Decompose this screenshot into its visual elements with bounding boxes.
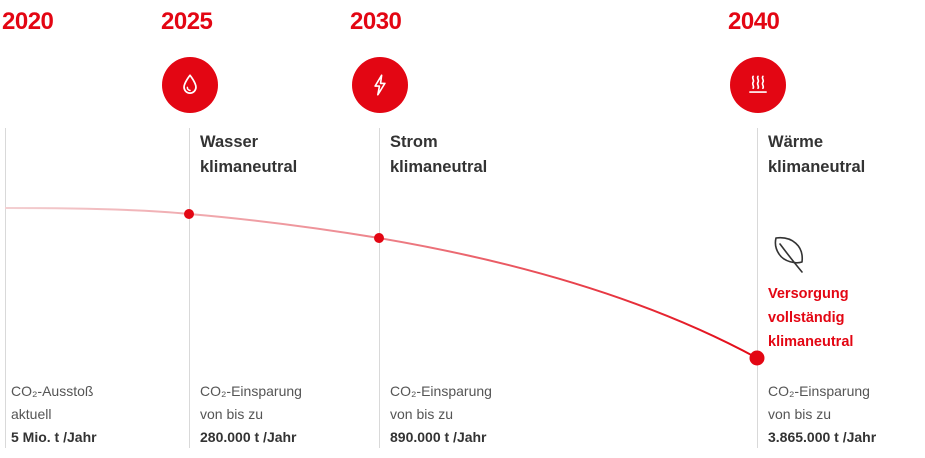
- milestone-power: Strom klimaneutral: [390, 130, 487, 180]
- water-badge: [162, 57, 218, 113]
- curve-point-2030: [374, 233, 384, 243]
- stat-2020-sublabel: aktuell: [11, 406, 52, 422]
- milestone-water-title: Wasser: [200, 133, 259, 151]
- highlight-line-1: Versorgung: [768, 286, 849, 302]
- highlight-line-3: klimaneutral: [768, 334, 854, 350]
- stat-2040: CO₂-Einsparung von bis zu 3.865.000 t /J…: [768, 380, 876, 449]
- stat-2020: CO₂-Ausstoß aktuell 5 Mio. t /Jahr: [11, 380, 97, 449]
- stat-2040-value: 3.865.000 t /Jahr: [768, 429, 877, 445]
- milestone-water: Wasser klimaneutral: [200, 130, 297, 180]
- milestone-heat-title: Wärme: [768, 133, 824, 151]
- stat-2040-sublabel: von bis zu: [768, 406, 832, 422]
- stat-2025: CO₂-Einsparung von bis zu 280.000 t /Jah…: [200, 380, 302, 449]
- curve-point-2025: [184, 209, 194, 219]
- year-2020: 2020: [2, 8, 54, 35]
- milestone-heat-subtitle: klimaneutral: [768, 158, 866, 176]
- divider-2025: [189, 128, 190, 448]
- lightning-icon: [374, 74, 386, 96]
- milestone-power-subtitle: klimaneutral: [390, 158, 488, 176]
- stat-2025-label: CO₂-Einsparung: [200, 383, 302, 399]
- water-drop-icon: [183, 74, 197, 94]
- year-2040: 2040: [728, 8, 780, 35]
- divider-2020: [5, 128, 6, 448]
- stat-2040-label: CO₂-Einsparung: [768, 383, 870, 399]
- stat-2030-label: CO₂-Einsparung: [390, 383, 492, 399]
- stat-2030-sublabel: von bis zu: [390, 406, 454, 422]
- year-2030: 2030: [350, 8, 402, 35]
- heat-badge: [730, 57, 786, 113]
- highlight-text: Versorgung vollständig klimaneutral: [768, 282, 853, 354]
- milestone-power-title: Strom: [390, 133, 438, 151]
- divider-2030: [379, 128, 380, 448]
- divider-2040: [757, 128, 758, 448]
- curve-line: [4, 207, 758, 359]
- curve-point-2040: [749, 350, 765, 366]
- heat-icon: [749, 75, 767, 93]
- highlight-line-2: vollständig: [768, 310, 845, 326]
- milestone-heat: Wärme klimaneutral: [768, 130, 865, 180]
- stat-2030-value: 890.000 t /Jahr: [390, 429, 487, 445]
- year-2025: 2025: [161, 8, 213, 35]
- stat-2020-label: CO₂-Ausstoß: [11, 383, 94, 399]
- power-badge: [352, 57, 408, 113]
- stat-2030: CO₂-Einsparung von bis zu 890.000 t /Jah…: [390, 380, 492, 449]
- milestone-water-subtitle: klimaneutral: [200, 158, 298, 176]
- stat-2025-value: 280.000 t /Jahr: [200, 429, 297, 445]
- stat-2020-value: 5 Mio. t /Jahr: [11, 429, 97, 445]
- stat-2025-sublabel: von bis zu: [200, 406, 264, 422]
- leaf-icon: [774, 237, 803, 273]
